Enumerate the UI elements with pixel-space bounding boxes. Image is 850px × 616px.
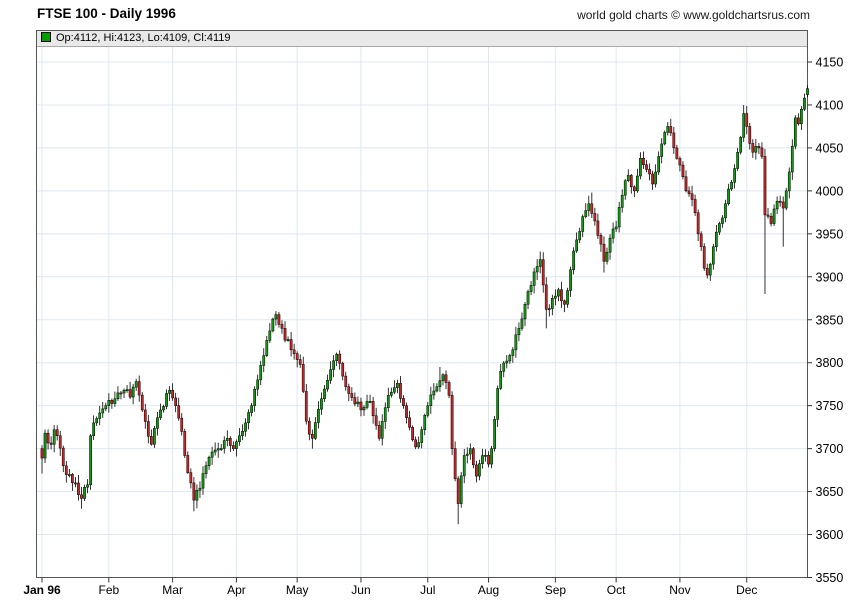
svg-text:Mar: Mar [162,583,183,597]
svg-text:3550: 3550 [816,571,844,585]
svg-text:Sep: Sep [545,583,567,597]
svg-text:4100: 4100 [816,98,844,112]
chart-title: FTSE 100 - Daily 1996 [37,6,176,21]
svg-text:Dec: Dec [736,583,757,597]
svg-text:Jun: Jun [351,583,370,597]
ohlc-legend-text: Op:4112, Hi:4123, Lo:4109, Cl:4119 [56,32,231,44]
svg-text:3750: 3750 [816,399,844,413]
svg-text:3900: 3900 [816,270,844,284]
svg-text:4050: 4050 [816,141,844,155]
svg-text:Jul: Jul [420,583,435,597]
svg-text:3650: 3650 [816,485,844,499]
watermark-text: world gold charts © www.goldchartsrus.co… [577,8,810,22]
svg-text:Jan 96: Jan 96 [23,583,61,597]
ohlc-legend-bar: Op:4112, Hi:4123, Lo:4109, Cl:4119 [37,31,807,47]
svg-text:Nov: Nov [669,583,690,597]
svg-text:3600: 3600 [816,528,844,542]
svg-text:3800: 3800 [816,356,844,370]
svg-text:4000: 4000 [816,184,844,198]
svg-text:Aug: Aug [478,583,499,597]
candle-swatch-icon [41,32,51,42]
svg-text:3700: 3700 [816,442,844,456]
svg-text:Oct: Oct [607,583,626,597]
svg-text:Feb: Feb [98,583,119,597]
svg-text:Apr: Apr [227,583,246,597]
svg-text:May: May [286,583,309,597]
svg-text:3950: 3950 [816,227,844,241]
svg-text:3850: 3850 [816,313,844,327]
svg-text:4150: 4150 [816,56,844,70]
